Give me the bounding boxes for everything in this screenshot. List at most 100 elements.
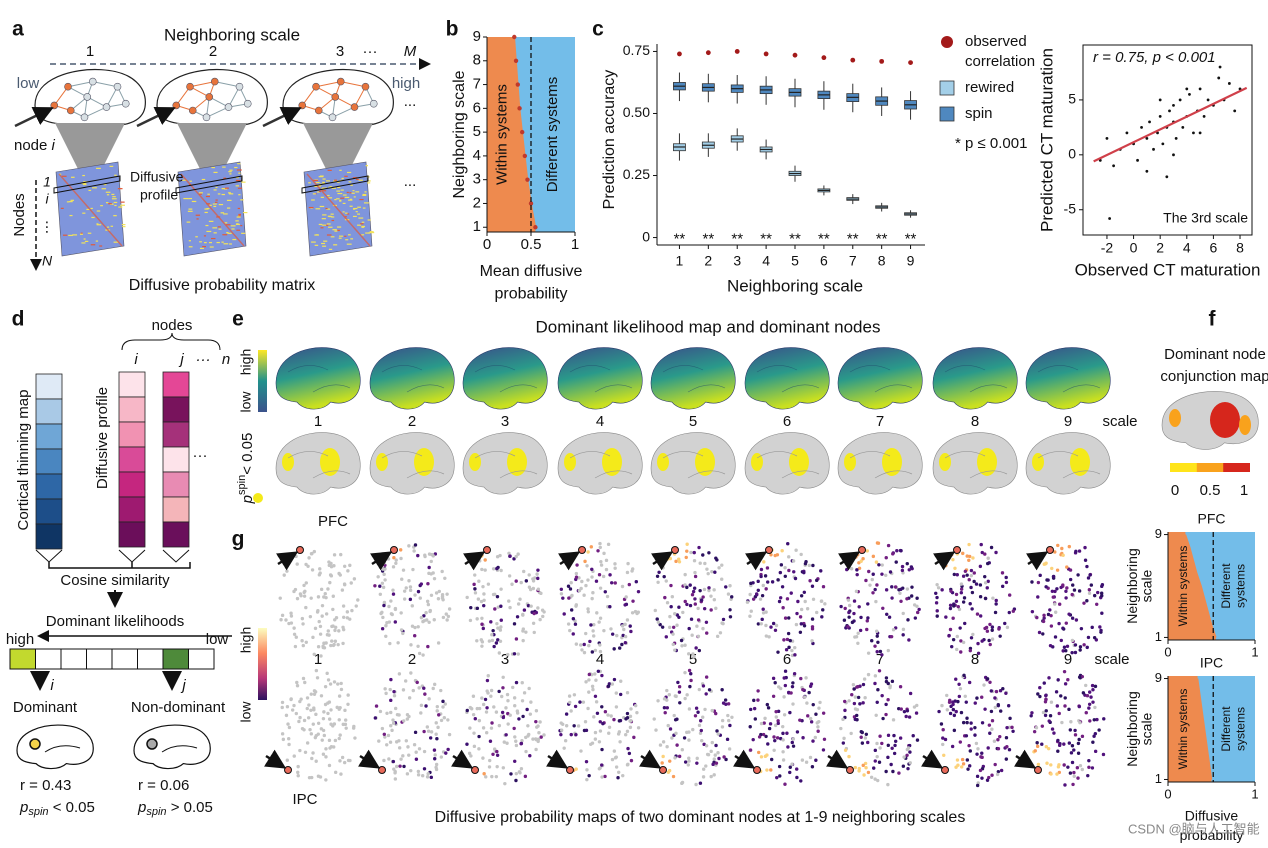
brain-node	[394, 561, 398, 565]
brain-node	[908, 750, 912, 754]
brain-node	[338, 733, 342, 737]
brain-node	[311, 751, 315, 755]
dominant-region	[376, 453, 388, 471]
matrix-speck	[353, 196, 356, 198]
brain-node	[343, 708, 347, 713]
brain-node	[428, 609, 432, 614]
brain-node	[432, 618, 436, 622]
brain-node	[764, 734, 768, 739]
brain-node	[857, 605, 861, 609]
row-label: 1	[43, 174, 51, 190]
brain-node	[342, 564, 347, 568]
brain-node	[1086, 576, 1091, 580]
brain-node	[426, 582, 430, 586]
profile-cell	[162, 396, 190, 423]
brain-node	[692, 586, 697, 590]
chart-title: PFC	[1198, 511, 1226, 527]
profile-cell	[118, 421, 146, 448]
brain-node	[278, 596, 282, 600]
matrix-speck	[327, 215, 331, 217]
brain-node	[471, 712, 476, 717]
matrix-speck	[242, 211, 248, 214]
brain-node	[390, 612, 394, 617]
brain-node	[434, 591, 439, 595]
brain-node	[574, 603, 579, 607]
brain-node	[415, 680, 419, 685]
network-node	[350, 103, 359, 111]
brain-node	[310, 551, 314, 556]
brain-node	[668, 727, 673, 731]
matrix-speck	[349, 205, 353, 207]
brain-node	[327, 738, 332, 743]
brain-node	[803, 599, 807, 604]
brain-node	[1051, 574, 1056, 579]
brain-node	[873, 681, 877, 686]
brain-node	[701, 767, 706, 771]
matrix-speck	[311, 241, 316, 243]
matrix-speck	[320, 227, 324, 229]
brain-node	[338, 705, 342, 710]
brain-node	[501, 675, 505, 679]
brain-node	[777, 599, 782, 604]
brain-node	[406, 745, 410, 749]
network-node	[64, 82, 72, 91]
brain-node	[629, 758, 634, 763]
brain-node	[1092, 718, 1096, 722]
matrix-speck	[69, 214, 73, 217]
brain-node	[698, 561, 702, 565]
brain-node	[865, 619, 869, 623]
brain-node	[980, 776, 984, 780]
brain-node	[597, 620, 601, 624]
brain-node	[392, 555, 396, 560]
brain-node	[1090, 683, 1095, 688]
brain-node	[696, 606, 700, 611]
matrix-speck	[106, 194, 110, 196]
brain-node	[628, 725, 633, 730]
brain-node	[534, 737, 538, 741]
brain-node	[858, 702, 862, 706]
brain-node	[781, 724, 785, 729]
network-edge	[53, 86, 69, 106]
brain-node	[311, 635, 315, 640]
brain-node	[862, 677, 867, 681]
brain-node	[1053, 550, 1057, 554]
brain-node	[683, 760, 688, 764]
matrix-speck	[201, 178, 206, 181]
brain-node	[413, 593, 417, 597]
pick-label: i	[50, 677, 54, 694]
brain-node	[975, 696, 979, 700]
panel-title: Dominant node	[1164, 346, 1266, 363]
brain-node	[1093, 705, 1097, 710]
brain-node	[790, 648, 794, 653]
brain-node	[780, 585, 785, 589]
brain-node	[629, 707, 633, 711]
brain-node	[775, 553, 780, 557]
matrix-speck	[337, 229, 340, 232]
brain-node	[799, 552, 803, 557]
brain-node	[1053, 589, 1057, 594]
brain-node	[791, 744, 796, 748]
brain-node	[956, 763, 960, 767]
brain-node	[783, 574, 787, 578]
brain-node	[953, 566, 957, 571]
brain-node	[935, 609, 939, 613]
brain-node	[777, 764, 782, 769]
brain-node	[598, 541, 602, 546]
significance-label: **	[818, 231, 830, 248]
brain-node	[994, 689, 999, 694]
brain-node	[1045, 761, 1049, 765]
brain-node	[316, 644, 321, 649]
seed-node	[941, 766, 949, 774]
brain-node	[695, 761, 699, 765]
brain-node	[508, 713, 512, 717]
matrix-speck	[114, 204, 117, 207]
y-axis-label: scale	[1139, 712, 1155, 745]
brain-node	[1000, 584, 1005, 589]
brain-node	[907, 568, 911, 572]
brain-node	[305, 706, 309, 711]
brain-node	[431, 686, 435, 691]
brain-node	[1090, 766, 1095, 770]
brain-node	[877, 563, 881, 567]
brain-node	[671, 632, 675, 636]
network-node	[235, 82, 244, 91]
